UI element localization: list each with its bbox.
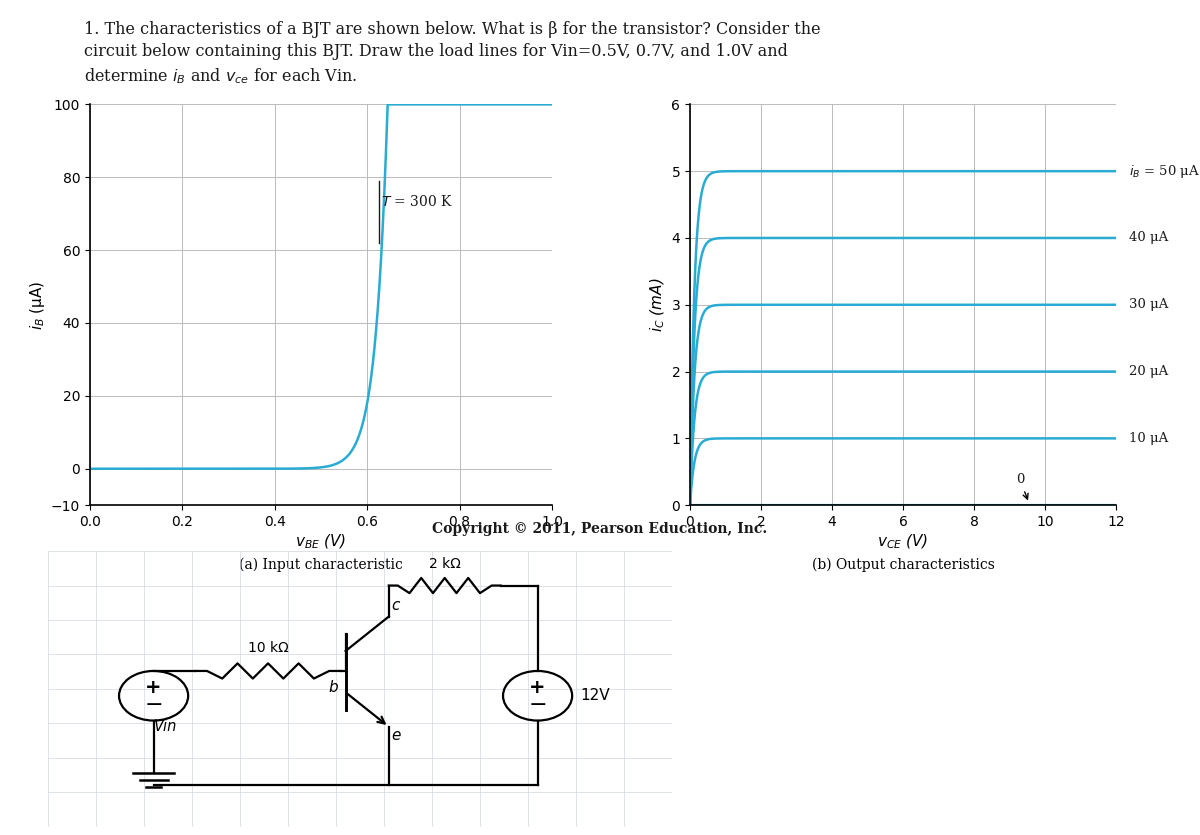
Y-axis label: $i_C$ (mA): $i_C$ (mA) [649, 277, 667, 332]
Text: 40 μA: 40 μA [1129, 231, 1168, 245]
Text: 30 μA: 30 μA [1129, 298, 1168, 311]
Text: +: + [145, 678, 162, 696]
Text: 10 μA: 10 μA [1129, 432, 1168, 445]
Text: e: e [391, 728, 401, 743]
Text: −: − [144, 696, 163, 716]
Text: 20 μA: 20 μA [1129, 365, 1168, 378]
Text: 0: 0 [1016, 473, 1028, 499]
Text: 1. The characteristics of a BJT are shown below. What is β for the transistor? C: 1. The characteristics of a BJT are show… [84, 21, 821, 38]
Text: c: c [391, 598, 400, 613]
X-axis label: $v_{CE}$ (V): $v_{CE}$ (V) [877, 533, 929, 551]
Text: $T$ = 300 K: $T$ = 300 K [382, 195, 454, 210]
Text: −: − [528, 696, 547, 716]
Text: 2 kΩ: 2 kΩ [428, 557, 461, 571]
Text: 12V: 12V [581, 688, 611, 703]
Text: Vin: Vin [154, 719, 178, 734]
Text: determine $i_B$ and $v_{ce}$ for each Vin.: determine $i_B$ and $v_{ce}$ for each Vi… [84, 66, 358, 86]
Y-axis label: $i_B$ (μA): $i_B$ (μA) [28, 280, 47, 330]
Text: $i_B$ = 50 μA: $i_B$ = 50 μA [1129, 163, 1200, 180]
Text: (a) Input characteristic: (a) Input characteristic [239, 557, 403, 572]
Text: circuit below containing this BJT. Draw the load lines for Vin=0.5V, 0.7V, and 1: circuit below containing this BJT. Draw … [84, 43, 788, 60]
Text: b: b [329, 680, 338, 695]
X-axis label: $v_{BE}$ (V): $v_{BE}$ (V) [295, 533, 347, 551]
Text: +: + [529, 678, 546, 696]
Text: (b) Output characteristics: (b) Output characteristics [811, 557, 995, 572]
Text: 10 kΩ: 10 kΩ [247, 641, 288, 655]
Text: Copyright © 2011, Pearson Education, Inc.: Copyright © 2011, Pearson Education, Inc… [432, 522, 768, 536]
